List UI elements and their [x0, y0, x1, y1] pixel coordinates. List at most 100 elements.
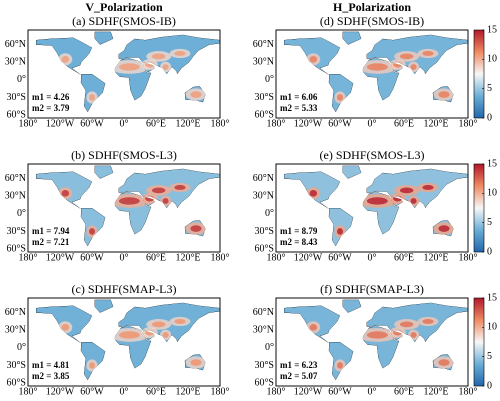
lon-tick-label: 0° [368, 118, 377, 129]
lon-tick-label: 120°E [423, 386, 448, 397]
heat-core [422, 51, 434, 56]
lat-tick-label: 30°N [253, 191, 274, 202]
colorbar-tick-label: 5 [487, 217, 492, 228]
heat-core [410, 332, 417, 338]
lat-tick-label: 0° [17, 342, 26, 353]
metric-m1: m1 = 6.06 [280, 92, 318, 102]
heat-core [190, 91, 202, 98]
panel-title: (f) SDHF(SMAP-L3) [320, 282, 424, 296]
heat-core [309, 56, 318, 63]
colorbar-tick-label: 0 [487, 112, 492, 123]
lon-tick-label: 180° [211, 118, 230, 129]
land-shape [342, 31, 362, 46]
lon-tick-label: 180° [19, 386, 38, 397]
heat-core [438, 91, 450, 98]
lat-tick-label: 60°N [253, 173, 274, 184]
heat-core [366, 331, 388, 339]
lat-tick-label: 60°N [253, 39, 274, 50]
lat-tick-label: 30°N [253, 325, 274, 336]
land-shape [94, 165, 114, 180]
heat-core [162, 64, 169, 70]
lat-tick-label: 30°N [5, 191, 26, 202]
metric-m2: m2 = 3.85 [32, 371, 70, 381]
heat-core [151, 53, 166, 60]
metric-m2: m2 = 7.21 [32, 237, 70, 247]
colorbar-tick-label: 10 [487, 322, 497, 333]
panel-title: (e) SDHF(SMOS-L3) [320, 148, 425, 162]
colorbar [473, 29, 485, 119]
lat-tick-label: 30°S [6, 360, 26, 371]
heat-core [174, 319, 186, 324]
lat-tick-label: 30°N [253, 57, 274, 68]
colorbar [473, 297, 485, 387]
lat-tick-label: 0° [17, 74, 26, 85]
heat-core [410, 64, 417, 70]
heat-core [438, 359, 450, 366]
lon-tick-label: 120°W [294, 118, 323, 129]
lon-tick-label: 60°E [146, 118, 166, 129]
heat-core [61, 56, 70, 63]
heat-core [174, 51, 186, 56]
lat-tick-label: 60°N [5, 307, 26, 318]
panel-title: (b) SDHF(SMOS-L3) [71, 148, 177, 162]
lat-tick-label: 0° [17, 208, 26, 219]
lon-tick-label: 0° [368, 252, 377, 263]
heat-core [174, 185, 186, 190]
land-shape [94, 31, 114, 46]
metric-m2: m2 = 3.79 [32, 103, 70, 113]
lat-tick-label: 60°S [6, 109, 26, 120]
lon-tick-label: 120°E [175, 118, 200, 129]
land-shape [342, 299, 362, 314]
lon-tick-label: 120°W [46, 252, 75, 263]
colorbar-tick-label: 0 [487, 246, 492, 257]
lon-tick-label: 120°W [46, 118, 75, 129]
lon-tick-label: 60°E [394, 252, 414, 263]
lon-tick-label: 60°E [394, 118, 414, 129]
lon-tick-label: 60°W [80, 118, 104, 129]
lat-tick-label: 60°S [254, 243, 274, 254]
panel-title: (d) SDHF(SMOS-IB) [320, 14, 424, 28]
lat-tick-label: 30°N [5, 57, 26, 68]
lat-tick-label: 30°S [254, 92, 274, 103]
metric-m2: m2 = 5.33 [280, 103, 318, 113]
lon-tick-label: 120°W [46, 386, 75, 397]
heat-core [422, 319, 434, 324]
heat-core [118, 63, 140, 71]
metric-m2: m2 = 8.43 [280, 237, 318, 247]
heat-core [410, 198, 417, 204]
lat-tick-label: 60°S [6, 377, 26, 388]
land [36, 299, 220, 381]
heat-core [399, 187, 414, 194]
lon-tick-label: 60°E [146, 386, 166, 397]
metric-m1: m1 = 7.94 [32, 226, 70, 236]
lon-tick-label: 180° [459, 252, 478, 263]
lon-tick-label: 0° [368, 386, 377, 397]
lon-tick-label: 60°W [328, 252, 352, 263]
heat-core [89, 94, 95, 101]
lon-tick-label: 180° [267, 118, 286, 129]
lat-tick-label: 30°S [6, 226, 26, 237]
heat-core [118, 197, 140, 205]
lon-tick-label: 180° [19, 252, 38, 263]
lon-tick-label: 60°W [80, 252, 104, 263]
heat-core [89, 362, 95, 369]
lat-tick-label: 60°S [6, 243, 26, 254]
lat-tick-label: 0° [265, 74, 274, 85]
lon-tick-label: 120°E [423, 252, 448, 263]
map-border [27, 163, 221, 253]
lon-tick-label: 180° [459, 386, 478, 397]
lat-tick-label: 30°S [254, 360, 274, 371]
colorbar [473, 163, 485, 253]
colorbar-tick-label: 15 [487, 24, 497, 35]
heat-core [61, 190, 70, 197]
lon-tick-label: 0° [120, 386, 129, 397]
metric-m1: m1 = 6.23 [280, 360, 318, 370]
heat-core [366, 63, 388, 71]
lon-tick-label: 120°E [175, 252, 200, 263]
lat-tick-label: 30°S [6, 92, 26, 103]
heat-core [162, 332, 169, 338]
heat-core [309, 324, 318, 331]
lat-tick-label: 60°N [5, 39, 26, 50]
heat-core [151, 321, 166, 328]
